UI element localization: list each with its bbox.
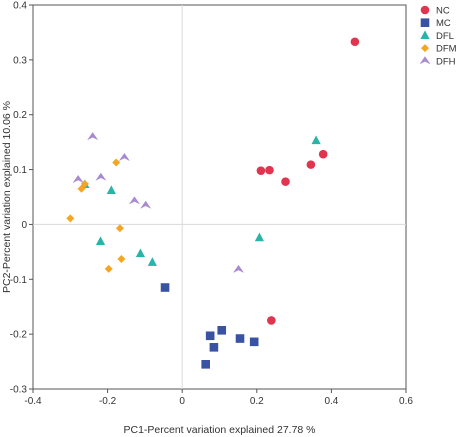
series-mc (160, 283, 259, 369)
legend-item-nc: NC (420, 5, 450, 17)
point-dfl (254, 232, 265, 242)
point-nc (265, 165, 274, 175)
x-tick-label: 0 (179, 396, 185, 407)
y-tick-label: 0.3 (13, 55, 27, 66)
y-axis-title: PC2-Percent variation explained 10.06 % (1, 101, 13, 293)
series-dfh (72, 132, 245, 273)
y-tick-label: 0.1 (13, 165, 27, 176)
point-mc (205, 331, 215, 341)
point-nc (350, 37, 360, 47)
legend-marker-dfh (419, 56, 431, 65)
point-nc (267, 316, 276, 325)
point-dfl (106, 185, 116, 195)
point-dfl (95, 236, 106, 246)
legend-item-mc: MC (420, 18, 451, 29)
y-tick-label: 0.2 (13, 110, 27, 121)
point-dfm (66, 214, 75, 223)
point-mc (209, 343, 219, 352)
point-dfm (112, 158, 121, 167)
x-tick-label: -0.4 (24, 396, 42, 407)
point-dfl (147, 257, 157, 266)
x-tick-label: 0.4 (324, 396, 338, 407)
legend-label-dfh: DFH (436, 56, 456, 67)
y-tick-label: 0 (21, 220, 27, 231)
legend-marker-dfm (421, 44, 429, 53)
y-tick-label: -0.1 (10, 275, 28, 286)
point-dfh (128, 196, 140, 205)
data-points (66, 37, 360, 369)
point-nc (281, 177, 290, 186)
series-dfm (66, 158, 126, 273)
legend-label-nc: NC (436, 6, 450, 17)
point-dfh (87, 132, 99, 141)
axis-ticks: -0.4 -0.2 0 0.2 0.4 0.6 -0.3 -0.2 -0.1 0 0.1 0.2 0.3… (10, 1, 414, 408)
x-axis-title: PC1-Percent variation explained 27.78 % (123, 424, 315, 436)
legend-item-dfh: DFH (419, 56, 456, 67)
point-nc (318, 149, 328, 159)
point-mc (201, 360, 210, 369)
plot-frame (32, 4, 407, 390)
point-mc (160, 283, 170, 292)
point-nc (306, 160, 316, 169)
legend-marker-nc (420, 5, 430, 15)
point-nc (256, 166, 266, 175)
x-tick-label: 0.6 (399, 396, 413, 407)
point-mc (217, 326, 227, 335)
point-dfh (233, 264, 245, 273)
legend-item-dfm: DFM (421, 44, 457, 55)
legend-label-dfl: DFL (436, 31, 454, 42)
zero-reference-lines (33, 5, 406, 389)
point-dfh (72, 174, 84, 183)
point-dfh (140, 200, 152, 209)
point-dfm (77, 184, 86, 193)
legend-marker-mc (420, 18, 430, 27)
point-dfh (118, 153, 130, 162)
point-dfm (115, 224, 124, 233)
series-dfl (80, 135, 321, 266)
point-dfl (311, 135, 321, 145)
legend-marker-dfl (420, 30, 430, 39)
legend-label-dfm: DFM (436, 44, 457, 55)
point-dfh (95, 172, 107, 181)
point-dfm (104, 264, 113, 273)
y-tick-label: -0.3 (10, 385, 28, 396)
series-nc (256, 37, 360, 325)
legend-label-mc: MC (436, 18, 451, 29)
point-mc (249, 337, 259, 347)
point-dfl (135, 248, 146, 258)
x-tick-label: 0.2 (250, 396, 264, 407)
legend-item-dfl: DFL (420, 30, 454, 42)
point-dfm (117, 254, 126, 263)
y-tick-label: 0.4 (13, 1, 27, 12)
y-tick-label: -0.2 (10, 330, 28, 341)
x-tick-label: -0.2 (99, 396, 117, 407)
point-mc (235, 334, 245, 343)
